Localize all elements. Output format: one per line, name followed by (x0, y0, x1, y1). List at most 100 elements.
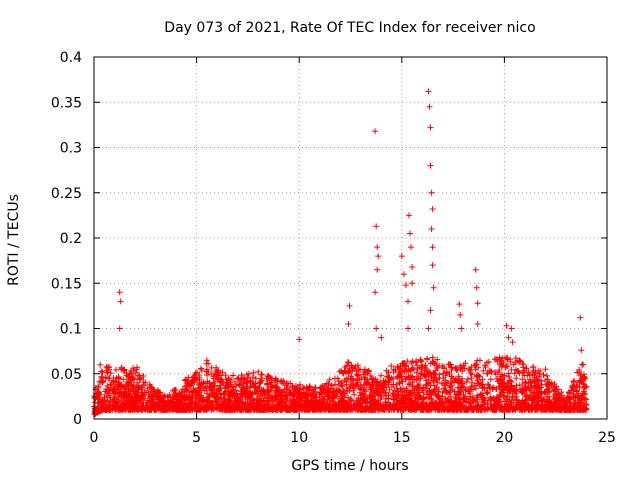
data-point (251, 388, 258, 395)
data-point (552, 391, 558, 398)
data-point (219, 369, 226, 376)
data-point (441, 382, 448, 389)
data-point (385, 392, 392, 399)
data-point (417, 357, 424, 364)
data-point (466, 388, 473, 395)
data-point (371, 378, 378, 385)
data-point (117, 298, 124, 305)
data-point (474, 300, 481, 307)
data-point (227, 379, 233, 386)
data-point (543, 382, 550, 389)
data-point (447, 378, 454, 385)
data-point (103, 392, 110, 399)
data-point (487, 376, 494, 383)
data-point (413, 369, 420, 376)
data-point (512, 387, 519, 394)
data-point (506, 406, 513, 413)
data-point (482, 405, 489, 412)
data-point (141, 395, 148, 402)
data-point (420, 384, 427, 391)
data-point (402, 282, 409, 289)
data-point (360, 391, 367, 398)
data-point (508, 325, 515, 332)
data-point (373, 402, 380, 409)
data-point (325, 392, 332, 398)
x-axis-label: GPS time / hours (291, 458, 408, 474)
data-point (517, 386, 524, 393)
data-point (258, 387, 265, 394)
data-point (244, 396, 251, 403)
data-point (265, 387, 272, 394)
data-point (148, 398, 155, 405)
data-point (431, 360, 438, 367)
data-point (404, 358, 411, 365)
data-point (171, 387, 178, 394)
data-point (303, 389, 310, 396)
data-point (258, 375, 264, 382)
data-point (408, 360, 415, 367)
data-point (135, 405, 142, 412)
x-tick-label: 25 (598, 430, 616, 446)
data-point (170, 405, 177, 412)
data-point (241, 402, 248, 409)
data-point (213, 370, 220, 377)
data-point (380, 377, 387, 384)
data-point (230, 372, 236, 379)
data-point (356, 389, 363, 396)
data-point (390, 390, 397, 397)
data-point (452, 402, 459, 409)
data-point (472, 266, 479, 273)
data-point (250, 369, 257, 376)
data-point (519, 369, 526, 376)
data-point (378, 403, 385, 410)
data-point (243, 391, 250, 398)
data-point (386, 386, 393, 393)
data-point (372, 128, 379, 135)
data-point (428, 373, 435, 380)
data-point (457, 384, 464, 391)
data-point (566, 394, 573, 401)
data-point (479, 392, 486, 399)
data-point (498, 371, 505, 378)
data-point (453, 377, 460, 384)
data-point (92, 399, 99, 406)
data-point (474, 321, 481, 327)
data-point (177, 403, 184, 410)
data-point (139, 389, 146, 396)
data-point (181, 377, 188, 384)
data-point (509, 394, 516, 400)
data-point (538, 406, 545, 413)
data-point (102, 398, 109, 405)
x-tick-label: 0 (90, 430, 99, 446)
data-point (211, 390, 218, 397)
data-point (500, 389, 507, 396)
data-point (503, 405, 510, 412)
data-point (530, 367, 537, 374)
data-point (368, 390, 375, 397)
data-point (329, 402, 336, 409)
x-tick-label: 20 (495, 430, 513, 446)
data-point (378, 372, 384, 379)
data-point (473, 361, 480, 368)
data-point (542, 366, 549, 373)
data-point (252, 375, 259, 382)
data-point (394, 388, 401, 394)
data-point (389, 391, 396, 397)
data-point (323, 406, 330, 413)
data-point (281, 404, 288, 411)
data-point (582, 406, 589, 413)
data-point (256, 379, 263, 386)
data-point (443, 397, 450, 403)
data-point (198, 405, 205, 412)
data-point (149, 403, 156, 410)
data-point (382, 389, 389, 396)
data-point (418, 402, 425, 408)
data-point (355, 383, 362, 390)
data-point (473, 372, 480, 379)
data-point (208, 405, 215, 412)
y-tick-label: 0.4 (60, 50, 82, 66)
data-point (482, 364, 489, 370)
data-point (130, 375, 137, 382)
data-point (507, 356, 514, 363)
data-point (346, 302, 353, 309)
